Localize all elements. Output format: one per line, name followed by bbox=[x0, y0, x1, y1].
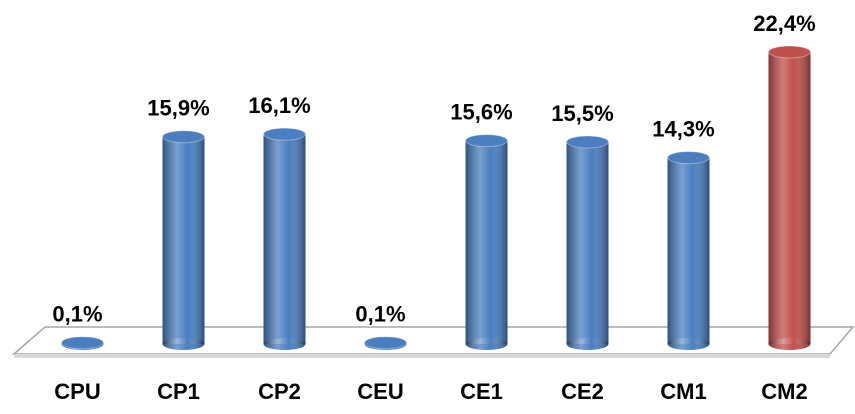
bar bbox=[263, 127, 306, 350]
bar bbox=[667, 151, 710, 350]
data-label: 14,3% bbox=[652, 116, 714, 141]
bar bbox=[162, 130, 205, 350]
bar-bottom-shade bbox=[465, 338, 508, 350]
bar bbox=[61, 336, 104, 350]
bar-bottom-shade bbox=[667, 338, 710, 350]
x-tick-label: CP2 bbox=[258, 379, 301, 404]
bar-bottom-shade bbox=[263, 338, 306, 350]
bar-bottom-shade bbox=[162, 338, 205, 350]
bar-shade bbox=[566, 141, 609, 344]
floor-edge bbox=[14, 354, 830, 358]
x-tick-label: CEU bbox=[357, 379, 403, 404]
bar-top bbox=[566, 135, 609, 149]
bar-top bbox=[465, 134, 508, 148]
bar-shade bbox=[667, 157, 710, 344]
bar-top bbox=[162, 130, 205, 144]
x-tick-label: CE1 bbox=[460, 379, 503, 404]
bar-top bbox=[667, 151, 710, 165]
bar-top bbox=[263, 127, 306, 141]
bar-top bbox=[364, 336, 407, 350]
bar-shade bbox=[162, 136, 205, 344]
bar bbox=[768, 45, 811, 350]
bar-shade bbox=[465, 140, 508, 344]
bar-shade bbox=[263, 134, 306, 344]
data-label: 0,1% bbox=[355, 302, 405, 327]
data-label: 22,4% bbox=[753, 11, 815, 36]
bar-bottom-shade bbox=[768, 338, 811, 350]
bar bbox=[465, 134, 508, 350]
bar-top bbox=[61, 336, 104, 350]
bar-top bbox=[768, 45, 811, 59]
floor bbox=[11, 326, 855, 355]
data-label: 15,6% bbox=[450, 99, 512, 124]
bar-bottom-shade bbox=[566, 338, 609, 350]
bar-shade bbox=[768, 52, 811, 344]
x-tick-label: CE2 bbox=[561, 379, 604, 404]
bar bbox=[364, 336, 407, 350]
x-tick-label: CPU bbox=[54, 379, 100, 404]
x-tick-label: CP1 bbox=[157, 379, 200, 404]
bar bbox=[566, 135, 609, 350]
x-tick-label: CM1 bbox=[660, 379, 706, 404]
x-tick-label: CM2 bbox=[761, 379, 807, 404]
data-label: 15,5% bbox=[551, 101, 613, 126]
data-label: 16,1% bbox=[248, 93, 310, 118]
data-label: 0,1% bbox=[52, 302, 102, 327]
data-label: 15,9% bbox=[147, 96, 209, 121]
